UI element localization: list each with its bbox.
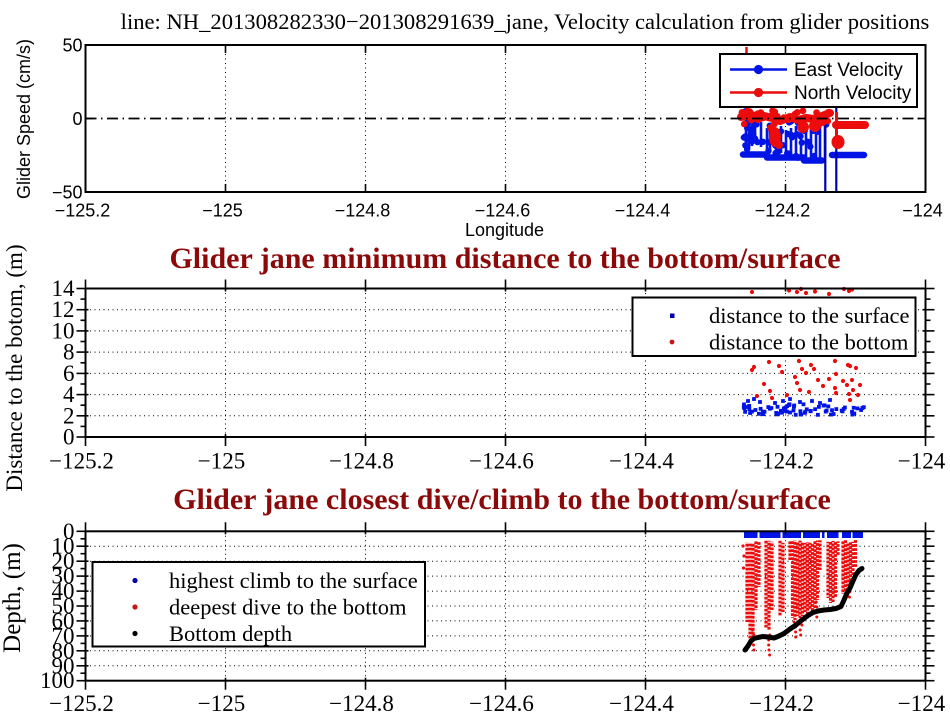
svg-text:distance to the bottom: distance to the bottom: [709, 330, 909, 355]
svg-text:30: 30: [52, 564, 75, 589]
svg-text:−124: −124: [898, 449, 946, 474]
svg-text:North Velocity: North Velocity: [794, 83, 912, 104]
svg-text:10: 10: [52, 318, 75, 343]
svg-text:−124.4: −124.4: [609, 449, 674, 474]
svg-text:−125.2: −125.2: [55, 201, 111, 221]
svg-text:deepest dive to the bottom: deepest dive to the bottom: [169, 595, 407, 620]
svg-text:80: 80: [52, 638, 75, 663]
svg-text:−124: −124: [902, 201, 943, 221]
svg-text:20: 20: [52, 549, 75, 574]
svg-text:−124.2: −124.2: [755, 201, 811, 221]
svg-text:line: NH_201308282330−20130829: line: NH_201308282330−201308291639_jane,…: [121, 9, 930, 34]
svg-text:Distance to the botom, (m): Distance to the botom, (m): [2, 244, 27, 491]
svg-text:−125: −125: [198, 449, 245, 474]
svg-text:−124.6: −124.6: [475, 201, 531, 221]
svg-text:60: 60: [52, 608, 75, 633]
svg-text:Glider jane closest dive/climb: Glider jane closest dive/climb to the bo…: [173, 483, 831, 516]
svg-text:highest climb to the surface: highest climb to the surface: [169, 568, 418, 593]
svg-text:−124.4: −124.4: [615, 201, 671, 221]
svg-text:−124.2: −124.2: [749, 449, 814, 474]
svg-text:−124.6: −124.6: [469, 691, 534, 714]
svg-text:0: 0: [72, 109, 82, 129]
svg-text:8: 8: [63, 340, 75, 365]
svg-text:50: 50: [52, 594, 75, 619]
svg-text:−125.2: −125.2: [49, 691, 114, 714]
svg-text:90: 90: [52, 653, 75, 678]
svg-text:−124: −124: [898, 691, 946, 714]
svg-text:50: 50: [62, 36, 82, 56]
svg-text:10: 10: [52, 534, 75, 559]
svg-text:Bottom depth: Bottom depth: [169, 621, 292, 646]
svg-text:−124.8: −124.8: [329, 691, 394, 714]
svg-text:12: 12: [52, 297, 75, 322]
svg-text:−124.6: −124.6: [469, 449, 534, 474]
svg-text:−124.8: −124.8: [335, 201, 391, 221]
svg-text:0: 0: [63, 425, 75, 450]
svg-text:East Velocity: East Velocity: [794, 60, 903, 81]
svg-text:Glider jane minimum distance t: Glider jane minimum distance to the bott…: [169, 242, 840, 275]
svg-text:Depth, (m): Depth, (m): [0, 543, 26, 653]
svg-text:4: 4: [63, 382, 75, 407]
svg-text:100: 100: [40, 668, 75, 693]
svg-text:2: 2: [63, 403, 75, 428]
svg-text:6: 6: [63, 361, 75, 386]
svg-text:70: 70: [52, 623, 75, 648]
svg-text:−125.2: −125.2: [49, 449, 114, 474]
svg-text:−125: −125: [198, 691, 245, 714]
svg-text:Glider Speed (cm/s): Glider Speed (cm/s): [14, 39, 34, 199]
svg-text:40: 40: [52, 579, 75, 604]
svg-text:distance to the surface: distance to the surface: [709, 303, 910, 328]
svg-text:−124.4: −124.4: [609, 691, 674, 714]
svg-text:14: 14: [52, 276, 76, 301]
svg-text:0: 0: [63, 519, 75, 544]
svg-text:−50: −50: [52, 183, 83, 203]
svg-text:−124.2: −124.2: [749, 691, 814, 714]
svg-text:Longitude: Longitude: [465, 220, 544, 240]
svg-text:−124.8: −124.8: [329, 449, 394, 474]
svg-text:−125: −125: [202, 201, 243, 221]
